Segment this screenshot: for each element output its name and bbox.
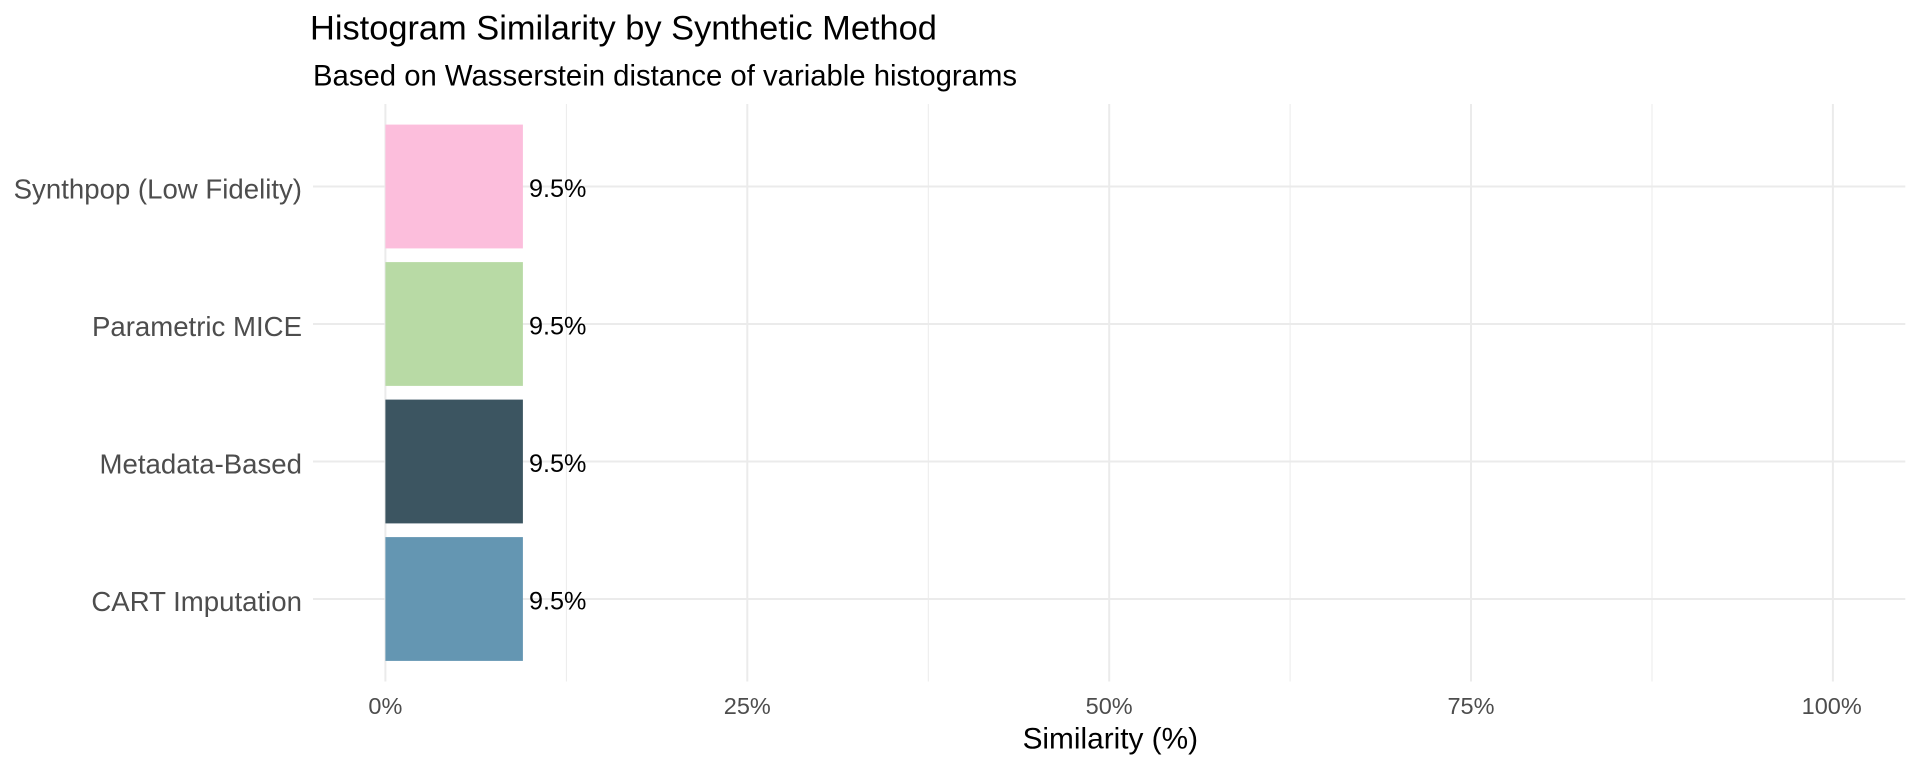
svg-text:Parametric MICE: Parametric MICE [92,311,302,342]
svg-text:50%: 50% [1086,693,1133,719]
svg-text:Histogram Similarity by Synthe: Histogram Similarity by Synthetic Method [310,10,937,48]
svg-text:CART Imputation: CART Imputation [91,586,302,617]
svg-text:Synthpop (Low Fidelity): Synthpop (Low Fidelity) [14,174,302,205]
svg-text:0%: 0% [368,693,402,719]
svg-text:Similarity (%): Similarity (%) [1023,722,1198,755]
svg-text:25%: 25% [724,693,771,719]
svg-text:100%: 100% [1802,693,1862,719]
svg-text:9.5%: 9.5% [529,588,586,616]
svg-text:Metadata-Based: Metadata-Based [100,449,302,480]
svg-text:9.5%: 9.5% [529,313,586,341]
svg-text:9.5%: 9.5% [529,450,586,478]
svg-text:9.5%: 9.5% [529,175,586,203]
svg-text:75%: 75% [1447,693,1494,719]
svg-text:Based on Wasserstein distance: Based on Wasserstein distance of variabl… [313,60,1017,93]
